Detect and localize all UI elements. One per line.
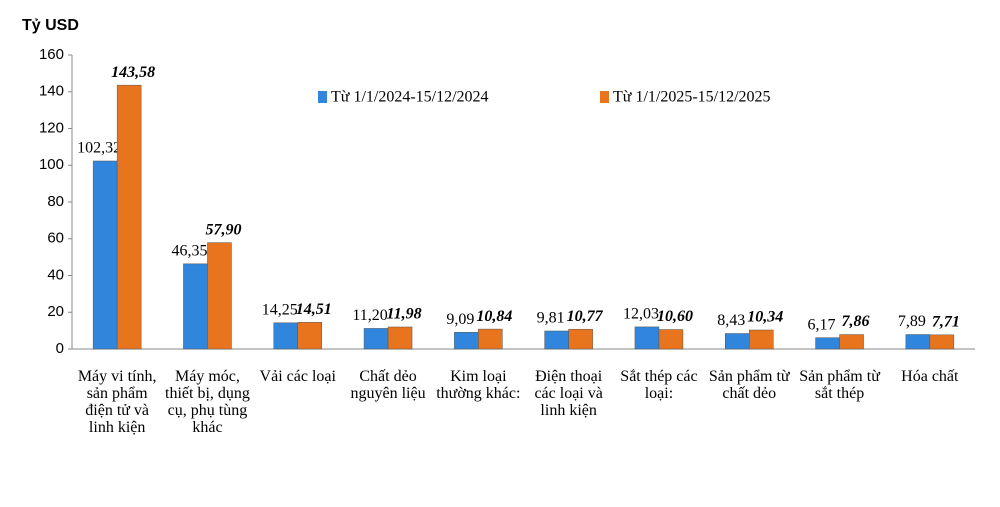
bar	[478, 328, 503, 350]
x-tick-label-box: Sắt thép các loại:	[620, 368, 698, 402]
value-label: 8,43	[717, 312, 745, 329]
y-tick-label: 100	[39, 156, 64, 173]
value-label: 9,09	[446, 311, 474, 328]
bar	[725, 333, 750, 350]
x-tick-label: Vải các loại	[259, 368, 336, 385]
x-tick-label-box: Sản phẩm từ chất dẻo	[708, 368, 790, 402]
x-tick-label: Hóa chất	[901, 368, 959, 385]
bar	[929, 334, 955, 350]
bar	[749, 329, 774, 350]
bar	[116, 84, 142, 350]
value-label: 143,58	[111, 64, 155, 81]
value-label: 46,35	[171, 243, 207, 260]
value-label: 12,03	[623, 306, 659, 323]
legend-label: Từ 1/1/2025-15/12/2025	[613, 89, 771, 106]
x-tick-label: Sản phẩm từ sắt thép	[799, 368, 880, 402]
x-tick-label-box: Vải các loại	[259, 368, 336, 385]
bar	[363, 328, 389, 350]
legend-swatch	[318, 91, 327, 103]
x-tick-label-box: Kim loại thường khác:	[436, 368, 521, 402]
bar	[658, 329, 684, 350]
bar	[183, 263, 208, 350]
y-tick-label: 120	[39, 119, 64, 136]
y-tick-label: 60	[47, 230, 64, 247]
value-label: 6,17	[808, 316, 836, 333]
y-tick-label: 20	[47, 303, 64, 320]
x-tick-label: Chất dẻo nguyên liệu	[350, 368, 426, 402]
bar	[839, 334, 864, 350]
bar	[92, 160, 118, 350]
y-tick-label: 0	[56, 340, 64, 357]
bar	[815, 337, 840, 350]
legend-label: Từ 1/1/2024-15/12/2024	[331, 89, 489, 106]
value-label: 7,89	[898, 313, 926, 330]
bar	[454, 332, 479, 350]
x-tick-label-box: Máy vi tính, sản phẩm điện tử và linh ki…	[77, 368, 157, 436]
x-tick-label: Máy móc, thiết bị, dụng cụ, phụ tùng khá…	[165, 368, 250, 436]
x-tick-label-box: Máy móc, thiết bị, dụng cụ, phụ tùng khá…	[165, 368, 250, 436]
y-tick-label: 160	[39, 46, 64, 63]
value-label: 14,25	[262, 301, 298, 318]
bar	[568, 328, 593, 350]
value-label: 7,86	[842, 313, 870, 330]
legend-swatch	[600, 91, 609, 103]
bar	[297, 322, 322, 350]
x-tick-label-box: Điện thoại các loại và linh kiện	[534, 368, 603, 419]
value-label: 10,60	[657, 308, 693, 325]
value-label: 57,90	[205, 221, 241, 238]
x-tick-label-box: Sản phẩm từ sắt thép	[799, 368, 880, 402]
bar	[544, 330, 569, 350]
y-tick-label: 140	[39, 83, 64, 100]
value-label: 7,71	[932, 314, 960, 331]
x-tick-label: Kim loại thường khác:	[436, 368, 521, 402]
y-axis-title: Tỷ USD	[22, 17, 79, 34]
x-tick-label: Máy vi tính, sản phẩm điện tử và linh ki…	[77, 368, 157, 436]
bar	[905, 334, 931, 350]
value-label: 10,34	[747, 309, 783, 326]
bar	[634, 326, 660, 350]
value-label: 11,98	[386, 306, 421, 323]
x-tick-label: Điện thoại các loại và linh kiện	[534, 368, 603, 419]
value-label: 10,77	[567, 308, 604, 325]
x-tick-label-box: Hóa chất	[901, 368, 959, 385]
x-tick-label: Sắt thép các loại:	[620, 368, 698, 402]
value-label: 9,81	[537, 310, 565, 327]
value-label: 11,20	[352, 307, 387, 324]
bar	[273, 322, 298, 350]
y-tick-label: 80	[47, 193, 64, 210]
x-tick-label-box: Chất dẻo nguyên liệu	[350, 368, 426, 402]
y-tick-label: 40	[47, 266, 64, 283]
value-label: 14,51	[296, 301, 332, 318]
bar	[207, 242, 232, 350]
x-tick-label: Sản phẩm từ chất dẻo	[708, 368, 790, 402]
bar	[387, 326, 413, 350]
value-label: 102,32	[77, 140, 121, 157]
value-label: 10,84	[476, 308, 512, 325]
